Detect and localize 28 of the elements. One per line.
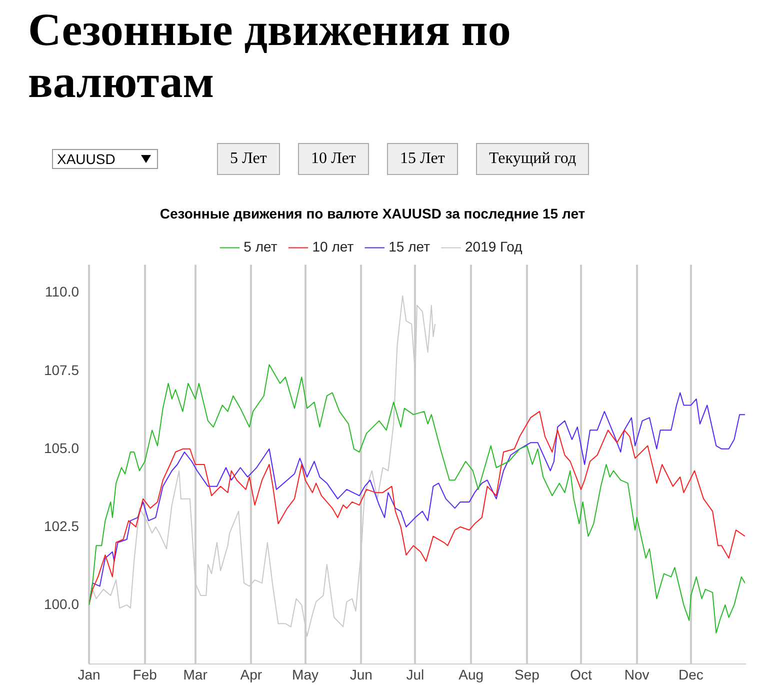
x-tick-label: Jun bbox=[350, 666, 372, 682]
legend-label: 2019 Год bbox=[464, 238, 522, 255]
x-tick-label: Sep bbox=[514, 666, 540, 682]
period-button: 5 Лет bbox=[217, 143, 280, 175]
x-tick-label: Jan bbox=[78, 666, 100, 682]
x-tick-label: Oct bbox=[570, 666, 592, 682]
x-tick-label: Mar bbox=[183, 666, 208, 682]
x-tick-label: Nov bbox=[624, 666, 650, 682]
y-tick-label: 102.5 bbox=[44, 518, 80, 534]
chart-title: Сезонные движения по валютам bbox=[28, 4, 512, 108]
y-tick-label: 105.0 bbox=[44, 440, 80, 456]
legend-label: 5 лет bbox=[244, 238, 278, 255]
legend-label: 10 лет bbox=[312, 238, 354, 255]
x-tick-label: Feb bbox=[132, 666, 158, 682]
x-tick-label: Apr bbox=[240, 666, 262, 682]
period-button: 15 Лет bbox=[387, 143, 458, 175]
dropdown-select: XAUUSD bbox=[52, 149, 158, 169]
x-tick-label: Jul bbox=[406, 666, 424, 682]
x-tick-label: Aug bbox=[458, 666, 484, 682]
x-tick-label: May bbox=[292, 666, 318, 682]
period-button: 10 Лет bbox=[298, 143, 369, 175]
legend-label: 15 лет bbox=[388, 238, 431, 255]
period-button: Текущий год bbox=[476, 143, 590, 175]
chart-subtitle: Сезонные движения по валюте XAUUSD за последние 15 лет bbox=[160, 205, 586, 222]
x-tick-label: Dec bbox=[678, 666, 704, 682]
y-tick-label: 107.5 bbox=[44, 362, 80, 378]
y-tick-label: 110.0 bbox=[45, 284, 80, 300]
y-tick-label: 100.0 bbox=[44, 596, 80, 612]
